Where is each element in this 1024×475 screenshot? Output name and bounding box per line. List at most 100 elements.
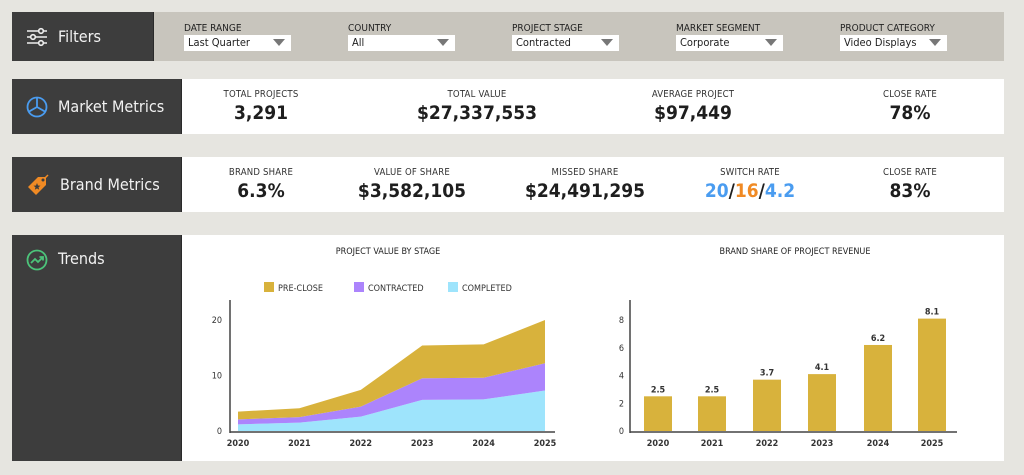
x-tick-label: 2021 bbox=[701, 439, 724, 449]
bar-data-label: 2.5 bbox=[705, 385, 720, 395]
legend-swatch bbox=[448, 282, 458, 292]
x-tick-label: 2020 bbox=[227, 439, 250, 449]
filter-value: Corporate bbox=[680, 36, 730, 49]
switch-value-1: 20 bbox=[704, 180, 729, 202]
metric-value-of-share: VALUE OF SHARE $3,582,105 bbox=[358, 167, 466, 202]
chevron-down-icon bbox=[437, 39, 449, 46]
sliders-icon bbox=[27, 27, 47, 46]
filter-project-stage: PROJECT STAGE Contracted bbox=[512, 23, 676, 51]
switch-value-2: 16 bbox=[734, 180, 759, 202]
filter-label: DATE RANGE bbox=[184, 22, 242, 34]
filter-dropdown[interactable]: All bbox=[348, 34, 455, 51]
chevron-down-icon bbox=[273, 39, 285, 46]
bar-data-label: 6.2 bbox=[871, 334, 885, 344]
bar bbox=[753, 379, 781, 431]
x-tick-label: 2022 bbox=[756, 439, 779, 449]
filters-header: Filters bbox=[12, 12, 154, 61]
switch-value-3: 4.2 bbox=[764, 180, 796, 202]
metric-value: 20/16/4.2 bbox=[705, 180, 795, 202]
metric-value: $27,337,553 bbox=[416, 102, 538, 124]
x-tick-label: 2022 bbox=[350, 439, 373, 449]
bar-chart-title: BRAND SHARE OF PROJECT REVENUE bbox=[720, 247, 871, 257]
filters-title: Filters bbox=[58, 27, 102, 46]
area-chart-title: PROJECT VALUE BY STAGE bbox=[336, 247, 440, 257]
metric-switch-rate: SWITCH RATE 20/16/4.2 bbox=[705, 167, 795, 202]
legend-label: PRE-CLOSE bbox=[278, 284, 323, 294]
legend-swatch bbox=[354, 282, 364, 292]
metric-label: VALUE OF SHARE bbox=[374, 167, 450, 178]
legend-label: CONTRACTED bbox=[368, 284, 424, 294]
separator: / bbox=[758, 180, 765, 202]
metric-missed-share: MISSED SHARE $24,491,295 bbox=[525, 167, 645, 202]
y-tick-label: 10 bbox=[212, 372, 222, 382]
metric-label: BRAND SHARE bbox=[228, 167, 294, 178]
filter-value: Video Displays bbox=[844, 36, 917, 49]
metric-close-rate: CLOSE RATE 83% bbox=[883, 167, 937, 202]
filter-dropdown[interactable]: Corporate bbox=[676, 34, 783, 51]
y-tick-label: 0 bbox=[619, 427, 624, 437]
trends-title: Trends bbox=[58, 249, 105, 268]
filter-value: Contracted bbox=[516, 36, 571, 49]
metric-close-rate: CLOSE RATE 78% bbox=[883, 89, 937, 124]
metric-label: MISSED SHARE bbox=[551, 167, 619, 178]
market-metrics-title: Market Metrics bbox=[58, 97, 165, 116]
metric-value: 83% bbox=[889, 180, 931, 202]
brand-metrics-title: Brand Metrics bbox=[60, 175, 160, 194]
bar bbox=[918, 318, 946, 431]
x-tick-label: 2024 bbox=[867, 439, 890, 449]
market-metrics-panel: Market Metrics TOTAL PROJECTS 3,291 TOTAL … bbox=[12, 79, 1004, 134]
filter-product-category: PRODUCT CATEGORY Video Displays bbox=[840, 23, 1004, 51]
x-tick-label: 2025 bbox=[921, 439, 944, 449]
y-tick-label: 4 bbox=[619, 372, 624, 382]
legend-swatch bbox=[264, 282, 274, 292]
filter-date-range: DATE RANGE Last Quarter bbox=[184, 23, 348, 51]
trend-up-icon bbox=[26, 249, 48, 271]
metric-label: SWITCH RATE bbox=[720, 167, 780, 178]
y-tick-label: 20 bbox=[212, 316, 222, 326]
bar-data-label: 8.1 bbox=[925, 308, 940, 318]
filter-value: Last Quarter bbox=[188, 36, 250, 49]
x-tick-label: 2023 bbox=[811, 439, 834, 449]
area-pre-close bbox=[238, 320, 545, 420]
separator: / bbox=[728, 180, 735, 202]
bar bbox=[808, 374, 836, 431]
area-completed bbox=[238, 390, 545, 431]
x-tick-label: 2024 bbox=[472, 439, 495, 449]
x-tick-label: 2020 bbox=[647, 439, 670, 449]
metric-label: AVERAGE PROJECT bbox=[651, 89, 735, 100]
chevron-down-icon bbox=[929, 39, 941, 46]
pie-chart-icon bbox=[26, 96, 48, 117]
filter-label: PROJECT STAGE bbox=[512, 22, 583, 34]
x-tick-label: 2023 bbox=[411, 439, 434, 449]
filter-dropdown[interactable]: Last Quarter bbox=[184, 34, 291, 51]
metric-value: 78% bbox=[889, 102, 931, 124]
metric-total-projects: TOTAL PROJECTS 3,291 bbox=[224, 89, 299, 124]
metric-value: $24,491,295 bbox=[524, 180, 646, 202]
area-contracted bbox=[238, 363, 545, 425]
y-tick-label: 8 bbox=[619, 316, 624, 326]
filter-country: COUNTRY All bbox=[348, 23, 512, 51]
chevron-down-icon bbox=[765, 39, 777, 46]
trends-header: Trends bbox=[12, 235, 182, 461]
filter-value: All bbox=[352, 36, 365, 49]
filter-dropdown[interactable]: Contracted bbox=[512, 34, 619, 51]
metric-value: $97,449 bbox=[654, 102, 732, 124]
trends-panel: Trends PROJECT VALUE BY STAGE 0 10 20 2020 20… bbox=[12, 235, 1004, 461]
metric-label: CLOSE RATE bbox=[883, 89, 937, 100]
metric-label: TOTAL VALUE bbox=[447, 89, 507, 100]
y-tick-label: 6 bbox=[619, 344, 624, 354]
filter-dropdown[interactable]: Video Displays bbox=[840, 34, 947, 51]
filter-market-segment: MARKET SEGMENT Corporate bbox=[676, 23, 840, 51]
metric-value: $3,582,105 bbox=[357, 180, 467, 202]
bar-data-label: 3.7 bbox=[760, 369, 774, 379]
legend-label: COMPLETED bbox=[462, 284, 512, 294]
brand-metrics-header: Brand Metrics bbox=[12, 157, 182, 212]
x-tick-label: 2025 bbox=[534, 439, 557, 449]
metric-label: CLOSE RATE bbox=[883, 167, 937, 178]
market-metrics-header: Market Metrics bbox=[12, 79, 182, 134]
metric-average-project: AVERAGE PROJECT $97,449 bbox=[652, 89, 734, 124]
filters-panel: Filters DATE RANGE Last Quarter COUNTRY All… bbox=[12, 12, 1004, 61]
brand-metrics-panel: Brand Metrics BRAND SHARE 6.3% VALUE OF SH… bbox=[12, 157, 1004, 212]
y-tick-label: 2 bbox=[619, 399, 624, 409]
